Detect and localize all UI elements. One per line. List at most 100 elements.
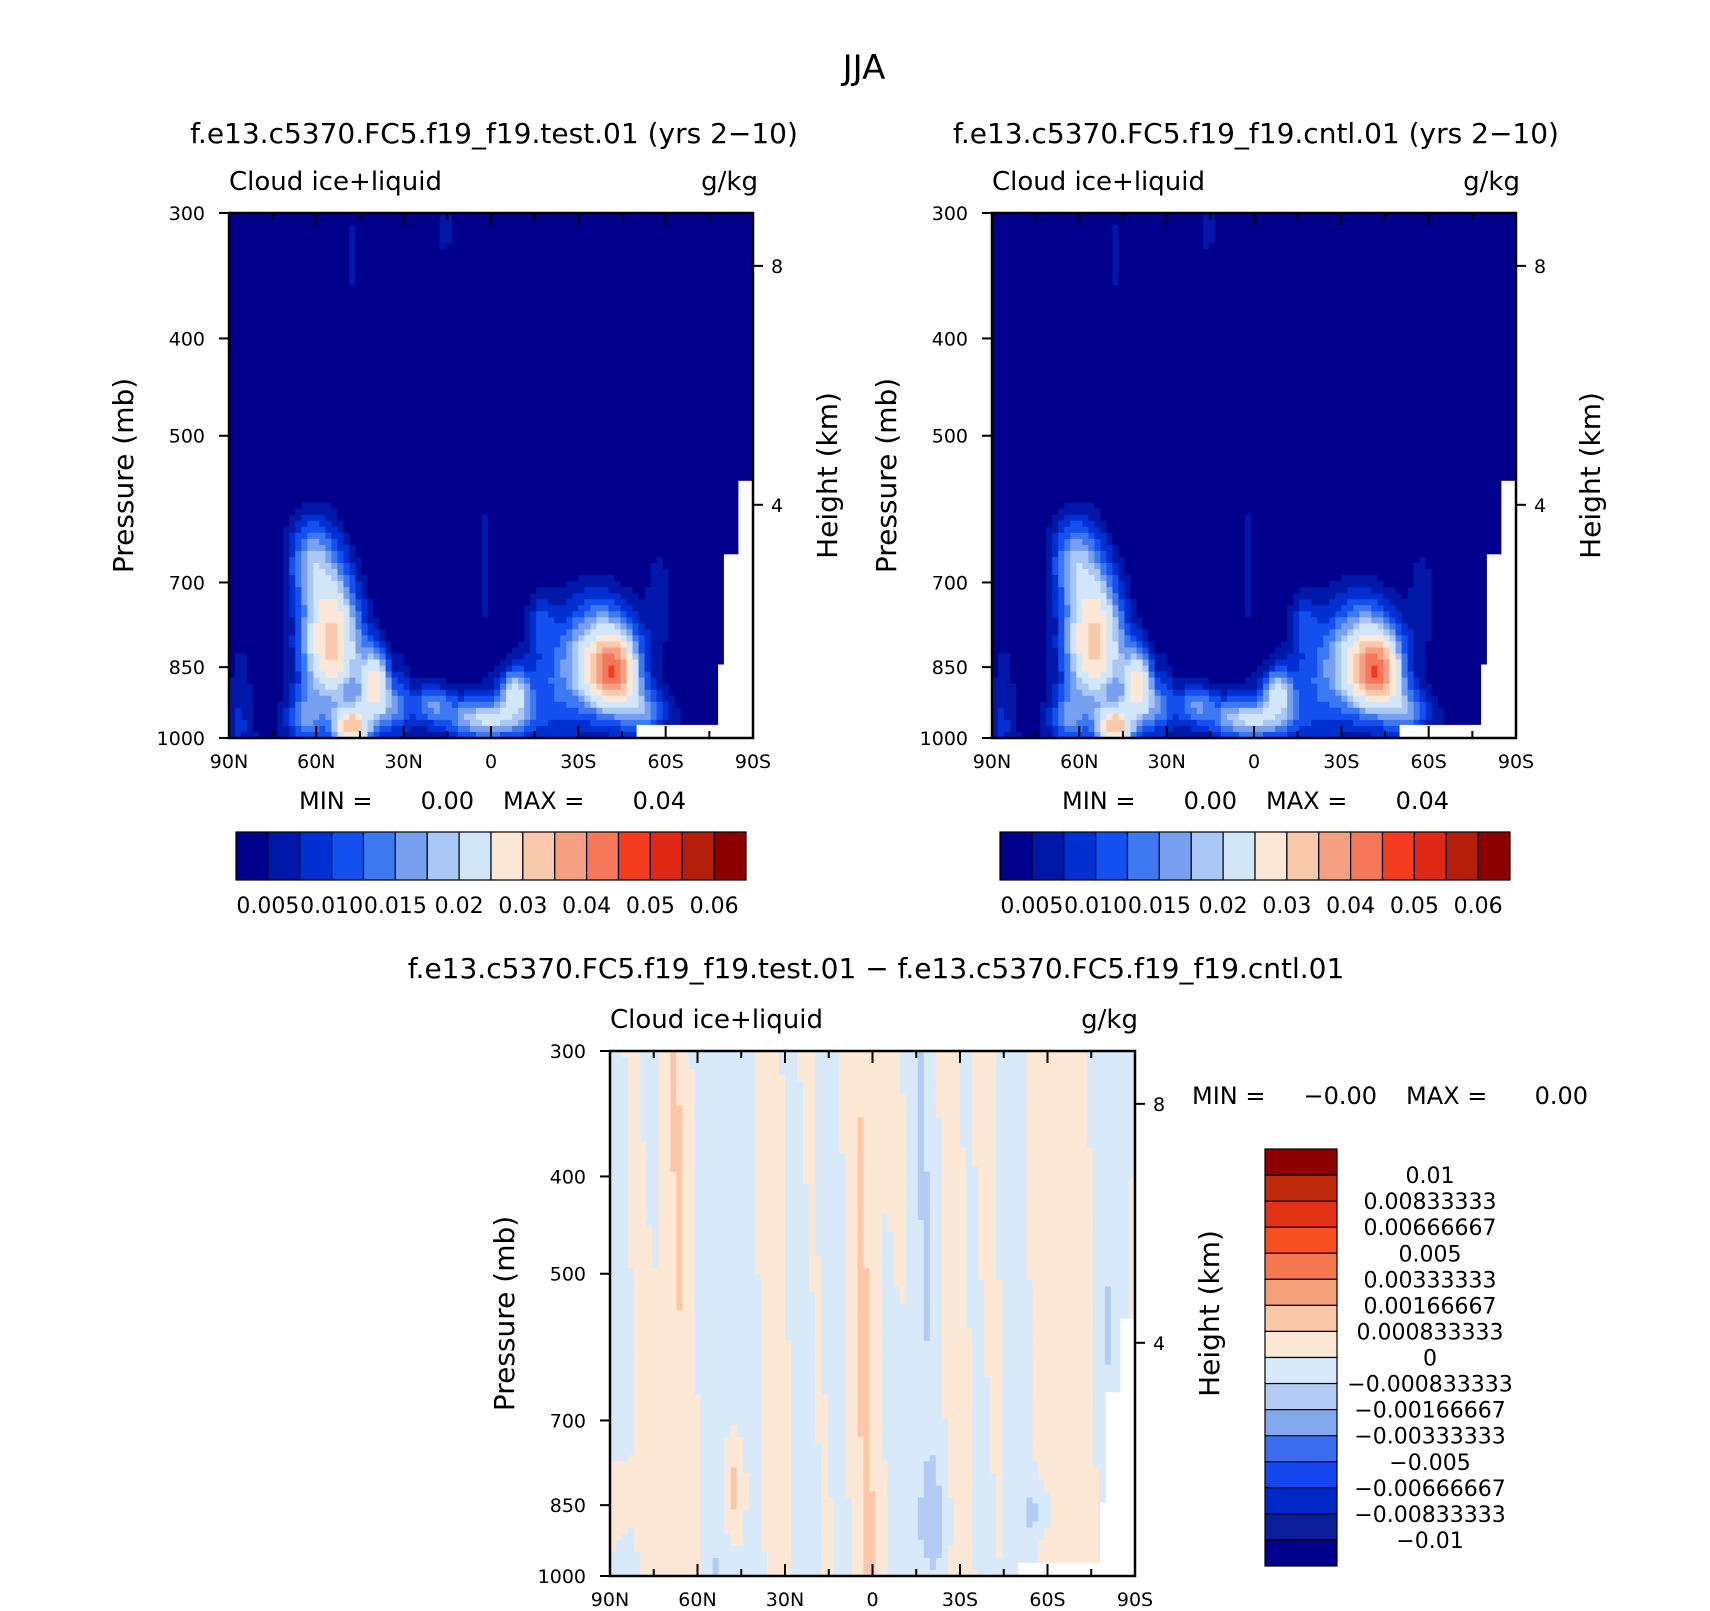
contour-cell — [325, 466, 333, 474]
contour-cell — [403, 508, 411, 516]
contour-cell — [620, 345, 628, 353]
right-label: g/kg — [701, 167, 758, 197]
contour-cell — [530, 508, 537, 516]
contour-cell — [433, 388, 441, 395]
contour-cell — [620, 412, 628, 419]
contour-cell — [235, 526, 242, 534]
contour-cell — [259, 315, 266, 323]
contour-cell — [680, 231, 688, 238]
contour-cell — [536, 436, 543, 444]
contour-cell — [457, 339, 465, 347]
contour-cell — [638, 448, 646, 456]
contour-cell — [662, 345, 670, 353]
contour-cell — [584, 231, 592, 238]
contour-cell — [403, 400, 411, 407]
contour-cell — [746, 339, 754, 347]
contour-cell — [710, 303, 718, 311]
contour-cell — [283, 532, 290, 540]
contour-cell — [229, 375, 236, 383]
contour-cell — [247, 225, 254, 232]
contour-cell — [289, 412, 296, 419]
contour-cell — [361, 424, 369, 431]
contour-cell — [716, 369, 724, 377]
contour-cell — [680, 502, 688, 510]
contour-cell — [391, 472, 399, 480]
contour-cell — [445, 466, 453, 474]
contour-cell — [668, 375, 676, 383]
contour-cell — [445, 394, 453, 401]
contour-cell — [674, 297, 682, 305]
contour-cell — [668, 231, 676, 238]
contour-cell — [608, 339, 616, 347]
contour-cell — [385, 291, 393, 299]
contour-cell — [445, 460, 453, 468]
contour-cell — [433, 502, 441, 510]
contour-cell — [247, 400, 254, 407]
contour-cell — [361, 351, 369, 359]
contour-cell — [397, 267, 405, 275]
contour-cell — [313, 309, 321, 317]
contour-cell — [506, 369, 513, 377]
contour-cell — [379, 369, 387, 377]
contour-cell — [602, 351, 610, 359]
contour-cell — [620, 544, 628, 552]
contour-cell — [325, 291, 333, 299]
contour-cell — [530, 430, 537, 437]
contour-cell — [536, 514, 543, 522]
contour-cell — [307, 520, 315, 528]
contour-cell — [373, 538, 381, 546]
contour-cell — [656, 478, 664, 486]
contour-cell — [650, 243, 658, 250]
contour-cell — [638, 321, 646, 329]
contour-cell — [241, 394, 248, 401]
contour-cell — [421, 556, 429, 564]
contour-cell — [674, 394, 682, 401]
contour-cell — [313, 526, 321, 534]
contour-cell — [578, 351, 586, 359]
contour-cell — [235, 345, 242, 353]
contour-cell — [433, 514, 441, 522]
contour-cell — [524, 219, 531, 226]
contour-cell — [391, 357, 399, 365]
contour-cell — [626, 526, 634, 534]
contour-cell — [650, 267, 658, 275]
contour-cell — [554, 418, 561, 425]
contour-cell — [451, 309, 459, 317]
contour-cell — [337, 478, 345, 486]
contour-cell — [319, 490, 327, 498]
contour-cell — [373, 267, 381, 275]
contour-cell — [680, 309, 688, 317]
contour-cell — [349, 375, 357, 383]
contour-cell — [710, 225, 718, 232]
contour-cell — [421, 285, 429, 293]
contour-cell — [686, 484, 694, 492]
contour-cell — [367, 327, 375, 335]
contour-cell — [295, 406, 302, 413]
contour-cell — [524, 297, 531, 305]
contour-cell — [746, 303, 754, 311]
contour-cell — [241, 255, 248, 262]
contour-cell — [445, 388, 453, 395]
contour-cell — [614, 460, 622, 468]
contour-cell — [409, 273, 417, 281]
contour-cell — [584, 243, 592, 250]
contour-cell — [235, 351, 242, 359]
contour-cell — [728, 550, 736, 558]
contour-cell — [397, 381, 405, 389]
contour-cell — [680, 550, 688, 558]
contour-cell — [397, 388, 405, 395]
contour-cell — [415, 357, 423, 365]
contour-cell — [722, 436, 730, 444]
contour-cell — [373, 213, 381, 220]
contour-cell — [716, 363, 724, 371]
contour-cell — [548, 381, 555, 389]
contour-cell — [668, 472, 676, 480]
contour-cell — [313, 291, 321, 299]
contour-cell — [409, 267, 417, 275]
contour-cell — [512, 454, 519, 462]
contour-cell — [620, 261, 628, 269]
contour-cell — [271, 430, 278, 437]
contour-cell — [734, 249, 742, 256]
contour-cell — [626, 351, 634, 359]
contour-cell — [548, 375, 555, 383]
